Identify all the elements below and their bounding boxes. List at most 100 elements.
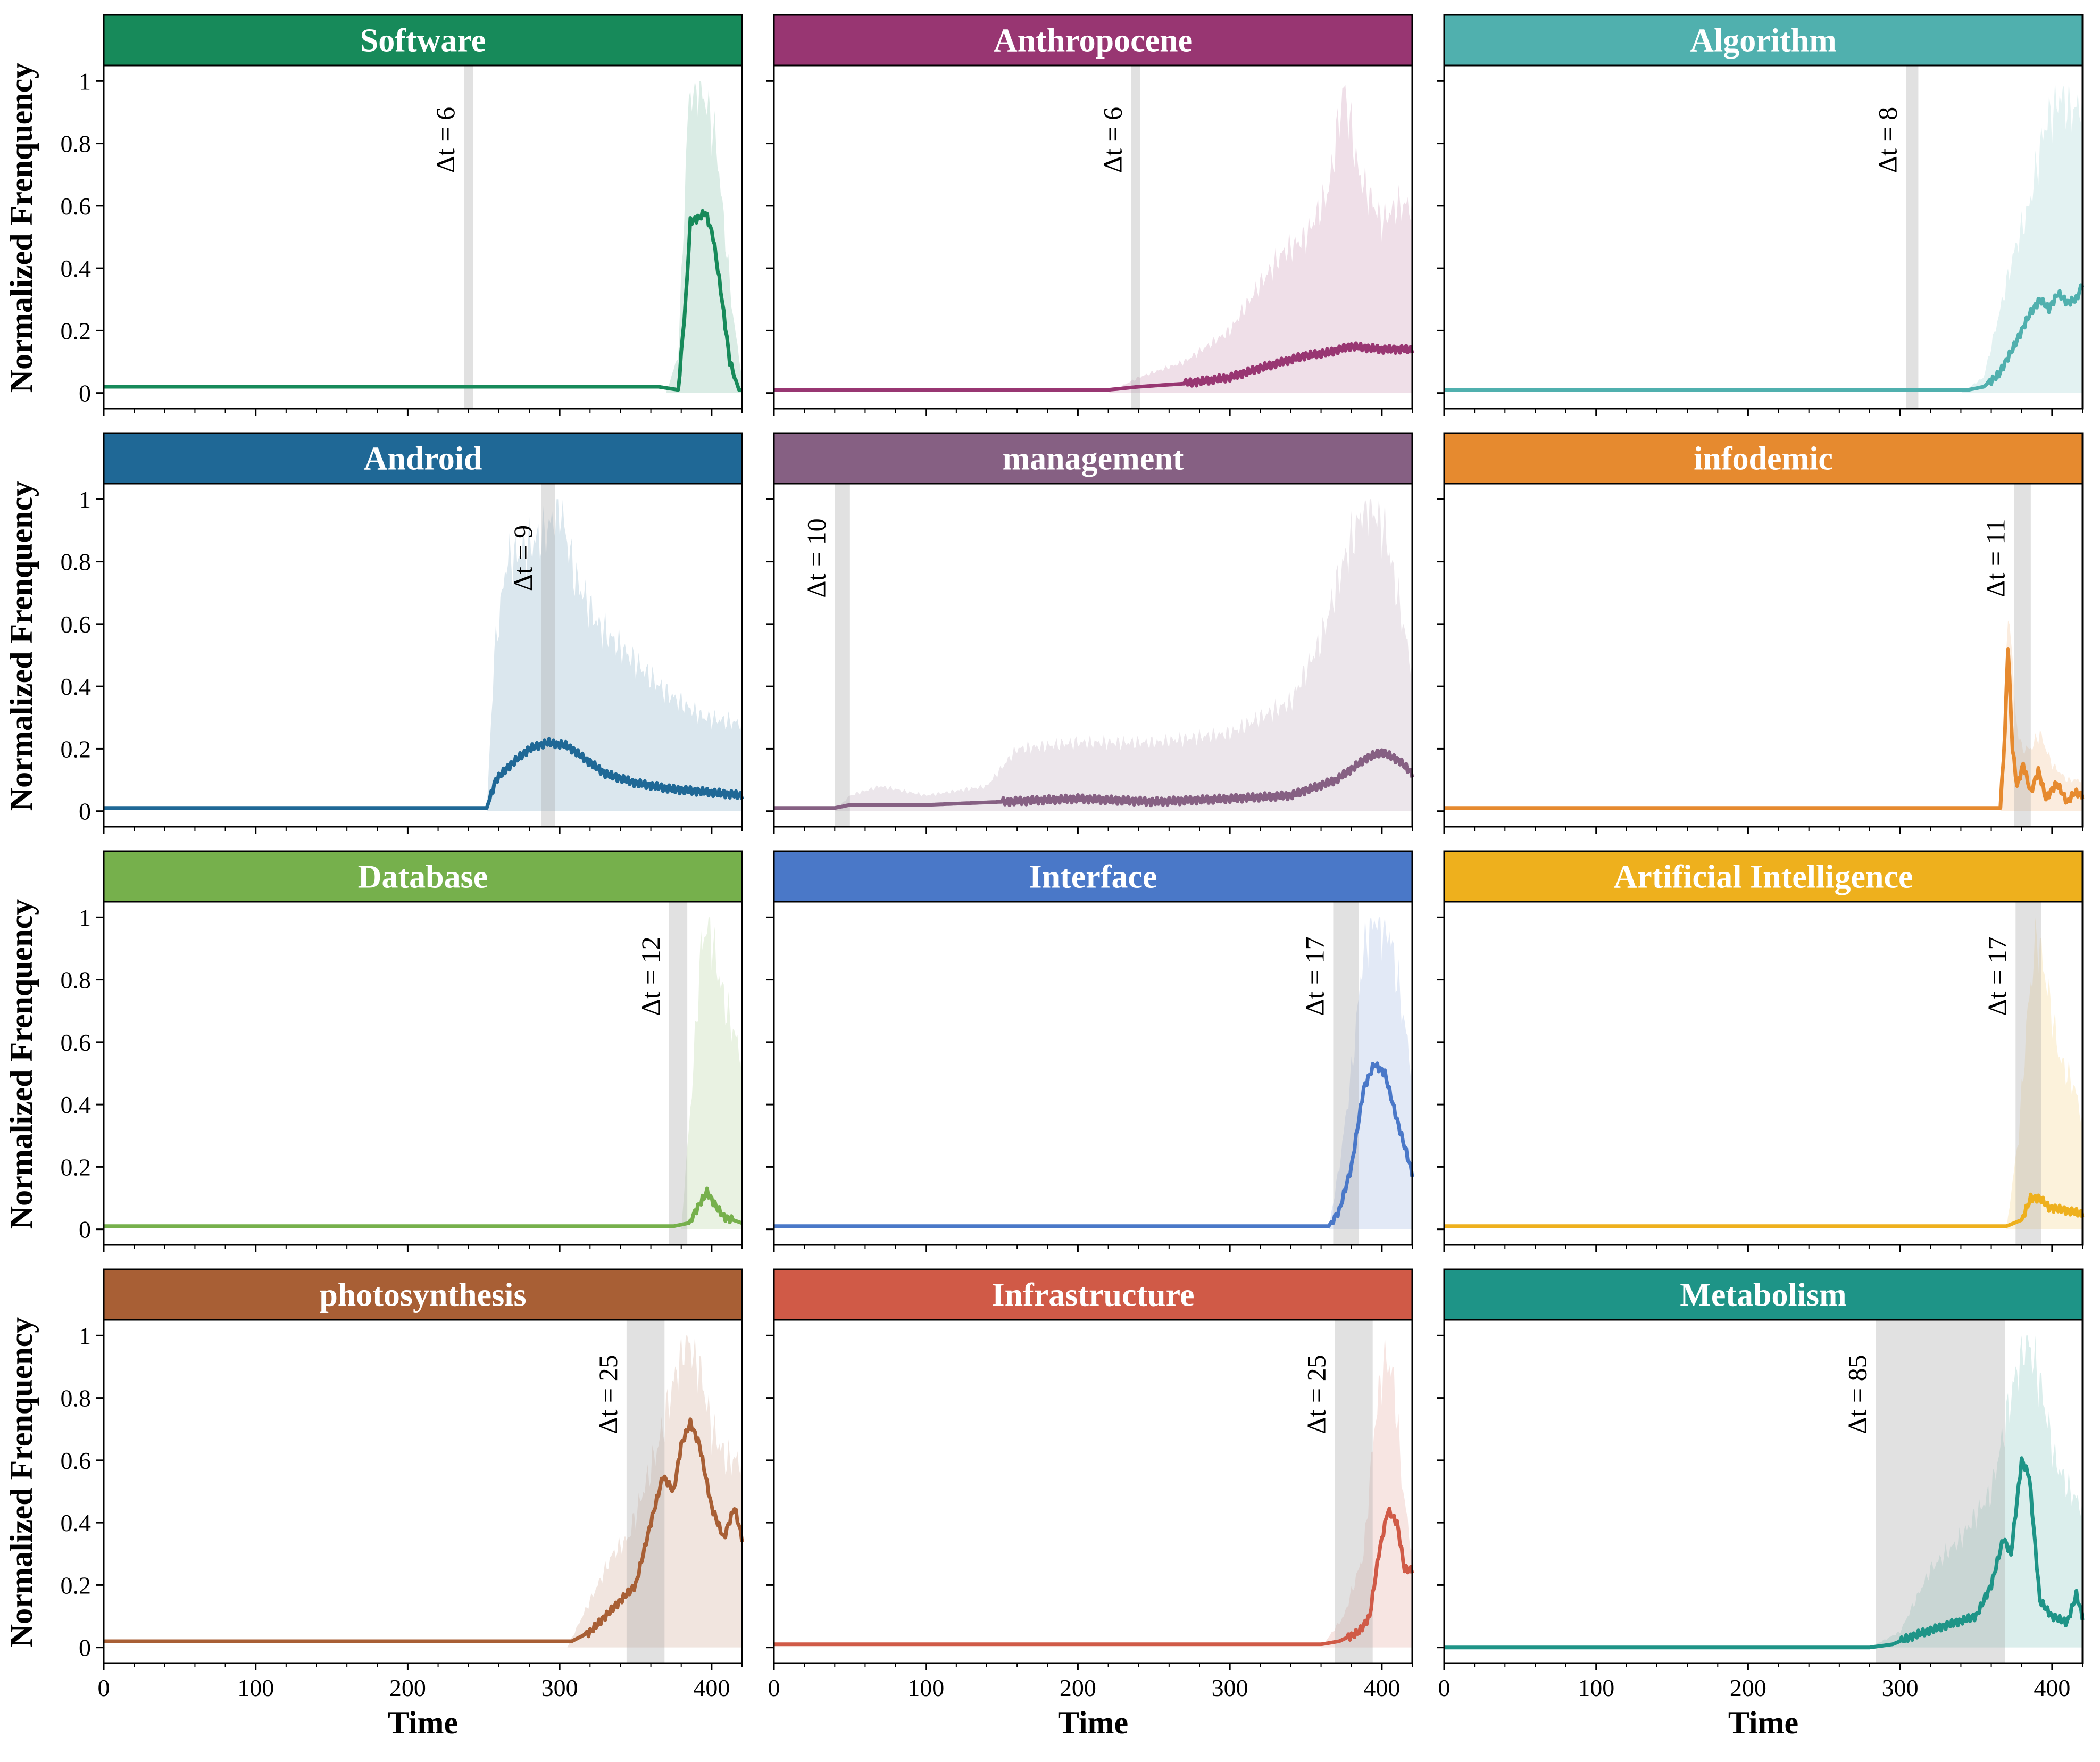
x-axis-label: Time [388,1705,458,1740]
plot-frame [103,901,743,1246]
series-band [1444,620,2082,811]
series-band [774,85,1412,393]
panel-9: Artificial Intelligence Δt = 17 [1437,850,2085,1252]
panel-title: Software [360,23,486,59]
x-tick-label: 400 [693,1674,730,1701]
series-band [774,917,1412,1229]
series-line [103,209,743,392]
panel-title: management [1003,441,1184,477]
series-line [1444,647,2085,810]
delta-t-label: Δt = 12 [636,936,665,1016]
plot-frame [1443,64,2084,410]
delta-t-window [1333,902,1359,1245]
y-tick-label: 1 [79,1322,91,1349]
delta-t-label: Δt = 6 [1097,107,1127,173]
panel-header [1443,850,2084,903]
y-tick-label: 0.6 [61,1447,91,1474]
series-line [1444,1192,2085,1228]
panel-title: Interface [1029,859,1157,895]
x-tick-label: 0 [768,1674,780,1701]
y-tick-label: 0 [79,380,91,407]
plot-frame [103,1319,743,1664]
delta-t-label: Δt = 25 [593,1354,623,1434]
panel-header [773,432,1413,485]
series-line [773,748,1414,810]
x-tick-label: 200 [1060,1674,1096,1701]
series-line [1444,1456,2085,1650]
series-band [774,499,1412,811]
x-tick-label: 200 [1730,1674,1766,1701]
x-axis-label: Time [1058,1705,1128,1740]
series-band [104,81,742,393]
panel-title: Infrastructure [991,1277,1194,1314]
delta-t-window [835,484,850,827]
series-line [103,737,744,810]
plot-frame [1443,901,2084,1246]
panel-header [1443,14,2084,67]
plot-frame [1443,483,2084,828]
delta-t-window [1335,1320,1373,1663]
panel-header [773,850,1413,903]
y-tick-label: 0.4 [61,255,91,282]
plot-frame [773,483,1413,828]
delta-t-label: Δt = 17 [1982,936,2012,1016]
panel-7: Database Δt = 12 0 0.2 0.4 0.6 0.8 1 [61,850,743,1252]
y-tick-label: 0 [79,1634,91,1661]
x-tick-label: 400 [1363,1674,1400,1701]
y-tick-label: 1 [79,486,91,513]
panel-title: photosynthesis [319,1277,526,1314]
delta-t-window [1131,65,1140,409]
series-line [1444,283,2084,392]
y-tick-label: 0.4 [61,1509,91,1536]
panel-header [773,1268,1413,1321]
x-tick-label: 300 [1882,1674,1919,1701]
y-tick-label: 0.8 [61,130,91,157]
y-tick-label: 0.2 [61,1153,91,1181]
panel-title: infodemic [1694,441,1833,477]
series-band [1444,1335,2082,1648]
panel-title: Android [364,441,482,477]
y-tick-label: 1 [79,904,91,931]
y-tick-label: 1 [79,68,91,95]
panel-8: Interface Δt = 17 [766,850,1414,1252]
delta-t-window [2015,902,2041,1245]
panel-header [1443,1268,2084,1321]
panel-11: Infrastructure Δt = 25 0 100 200 300 400 Time [766,1268,1414,1740]
delta-t-window [669,902,688,1245]
series-band [104,1335,742,1648]
delta-t-label: Δt = 11 [1980,519,2010,597]
delta-t-window [541,484,555,827]
series-line [103,1417,744,1643]
x-tick-label: 200 [389,1674,426,1701]
y-tick-label: 0 [79,1216,91,1243]
panel-3: Algorithm Δt = 8 [1437,14,2084,416]
plot-frame [773,64,1413,410]
panel-header [103,14,743,67]
panel-4: Android Δt = 9 0 0.2 0.4 0.6 0.8 1 [61,432,744,834]
x-axis-label: Time [1728,1705,1798,1740]
series-line [773,1061,1414,1228]
delta-t-label: Δt = 6 [430,107,460,173]
y-tick-label: 0.2 [61,1572,91,1599]
panel-title: Artificial Intelligence [1614,859,1913,895]
y-tick-label: 0.8 [61,548,91,576]
panel-header [103,850,743,903]
x-tick-label: 300 [541,1674,578,1701]
delta-t-label: Δt = 17 [1299,936,1329,1016]
delta-t-window [1876,1320,2005,1663]
y-tick-label: 0.6 [61,193,91,220]
series-band [104,499,742,811]
x-tick-label: 0 [98,1674,110,1701]
plot-frame [773,1319,1413,1664]
plot-frame [103,64,743,410]
delta-t-label: Δt = 85 [1842,1354,1872,1434]
x-tick-label: 300 [1212,1674,1248,1701]
panel-2: Anthropocene Δt = 6 [766,14,1414,416]
panel-title: Anthropocene [994,23,1193,59]
series-line [773,1507,1414,1647]
panel-10: photosynthesis Δt = 25 0 0.2 0.4 0.6 0.8 1 0 100 2… [61,1268,744,1740]
y-tick-label: 0.6 [61,611,91,638]
y-tick-label: 0.6 [61,1029,91,1056]
x-tick-label: 100 [907,1674,944,1701]
x-tick-label: 0 [1438,1674,1451,1701]
